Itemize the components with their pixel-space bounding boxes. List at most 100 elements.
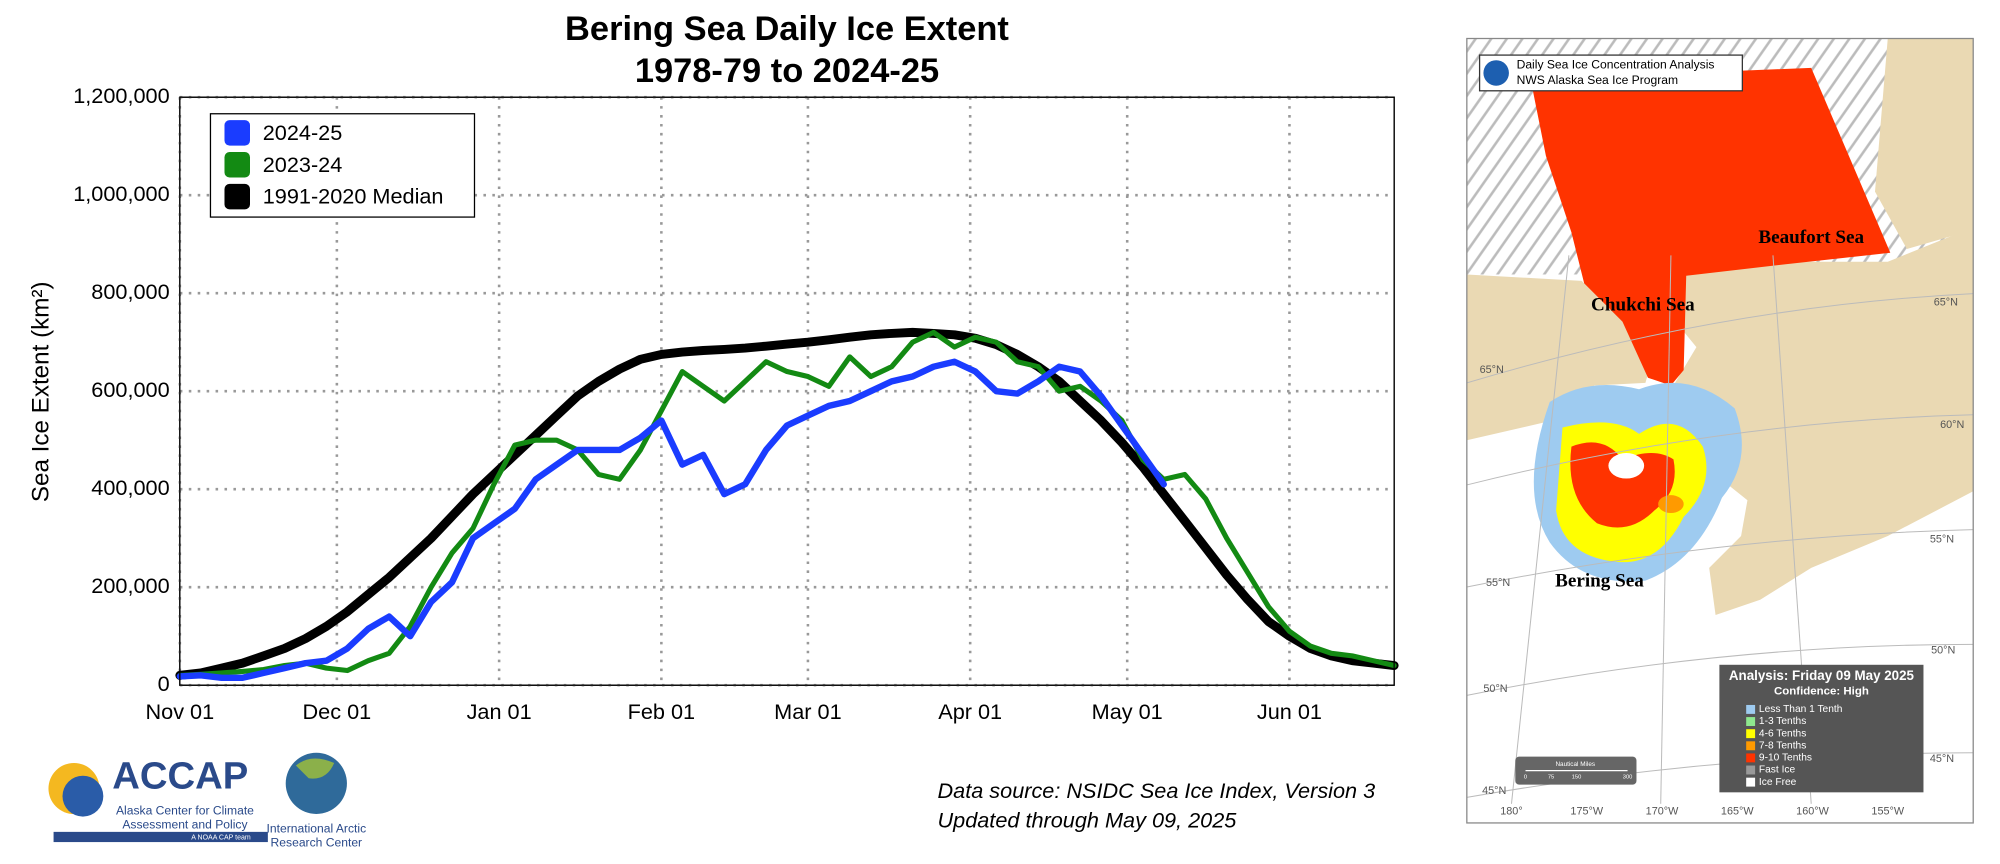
legend-label: 2023-24	[263, 152, 343, 177]
plot-area: 0 200,000 400,000 600,000 800,000 1,000,000 1,…	[73, 83, 1399, 724]
map-legend-swatch	[1746, 717, 1756, 727]
scale-label: 75	[1548, 775, 1554, 781]
logo-bar	[53, 831, 268, 843]
y-axis-label: Sea Ice Extent (km²)	[27, 281, 54, 502]
analysis-title: Analysis: Friday 09 May 2025	[1729, 668, 1915, 683]
sea-label: Bering Sea	[1555, 570, 1644, 591]
data-source: Data source: NSIDC Sea Ice Index, Versio…	[938, 778, 1376, 803]
graticule-line	[1466, 529, 1974, 588]
latitude-label: 60°N	[1940, 419, 1964, 431]
chart-title: Bering Sea Daily Ice Extent	[565, 10, 1009, 48]
scale-label: 0	[1524, 775, 1527, 781]
x-tick-label: Jan 01	[467, 699, 532, 724]
map-legend-swatch	[1746, 741, 1756, 751]
map-legend-swatch	[1746, 729, 1756, 739]
map-land	[1875, 38, 1974, 249]
logo-title: ACCAP	[112, 754, 248, 797]
y-tick-label: 400,000	[91, 475, 169, 500]
ice-area	[1570, 442, 1675, 528]
analysis-confidence: Confidence: High	[1774, 686, 1869, 698]
map-legend-label: Less Than 1 Tenth	[1759, 704, 1842, 715]
y-tick-label: 1,000,000	[73, 181, 169, 206]
noaa-logo	[1483, 60, 1509, 86]
map-frame	[1466, 37, 1974, 824]
legend-box	[209, 113, 476, 218]
x-tick-label: Dec 01	[303, 699, 372, 724]
legend: 2024-25 2023-24 1991-2020 Median	[209, 113, 476, 218]
logo-text: Alaska Center for Climate	[116, 804, 254, 818]
logo-text: Research Center	[271, 836, 363, 850]
longitude-label: 160°W	[1796, 805, 1829, 817]
longitude-label: 180°	[1500, 805, 1522, 817]
sea-label: Beaufort Sea	[1758, 227, 1864, 248]
map-legend-swatch	[1746, 765, 1756, 775]
scale-title: Nautical Miles	[1555, 761, 1595, 768]
longitude-label: 170°W	[1646, 805, 1679, 817]
longitude-label: 155°W	[1871, 805, 1904, 817]
x-tick-label: Mar 01	[774, 699, 841, 724]
updated-note: Updated through May 09, 2025	[938, 807, 1238, 832]
logo-snowflake	[62, 775, 104, 817]
logo-text: A NOAA CAP team	[191, 834, 251, 841]
map-legend-label: 4-6 Tenths	[1759, 728, 1806, 739]
longitude-label: 175°W	[1570, 805, 1603, 817]
map-header-box	[1478, 54, 1743, 92]
data-line	[177, 329, 1397, 678]
map-land	[1658, 227, 1974, 616]
y-tick-label: 0	[158, 671, 170, 696]
legend-label: 2024-25	[263, 120, 343, 145]
x-tick-label: Apr 01	[938, 699, 1002, 724]
latitude-label: 50°N	[1483, 683, 1507, 695]
ice-map: Daily Sea Ice Concentration Analysis NWS…	[1466, 37, 1974, 824]
logo-land	[295, 758, 335, 779]
legend-swatch	[224, 120, 250, 146]
graticule-line	[1466, 293, 1974, 384]
data-line	[175, 327, 1399, 680]
x-tick-label: Feb 01	[628, 699, 695, 724]
chart-subtitle: 1978-79 to 2024-25	[635, 52, 939, 90]
map-legend-label: 7-8 Tenths	[1759, 740, 1806, 751]
ice-sector	[1530, 67, 1891, 386]
legend-label: 1991-2020 Median	[263, 184, 444, 209]
ice-free-area	[1608, 453, 1645, 479]
x-tick-label: Nov 01	[146, 699, 215, 724]
longitude-label: 165°W	[1721, 805, 1754, 817]
latitude-label: 50°N	[1931, 645, 1955, 657]
latitude-label: 55°N	[1486, 577, 1510, 589]
logo-text: International Arctic	[267, 822, 367, 836]
latitude-label: 45°N	[1930, 753, 1954, 765]
map-land	[1466, 274, 1656, 441]
y-tick-label: 200,000	[91, 573, 169, 598]
map-header: Daily Sea Ice Concentration Analysis	[1517, 57, 1715, 71]
x-tick-label: May 01	[1092, 699, 1163, 724]
data-line	[176, 358, 1167, 681]
y-tick-label: 1,200,000	[73, 83, 169, 108]
map-header: NWS Alaska Sea Ice Program	[1517, 73, 1679, 87]
sea-label: Chukchi Sea	[1591, 295, 1695, 316]
graticule-line	[1466, 643, 1974, 696]
logo-text: Assessment and Policy	[122, 818, 248, 832]
scale-label: 300	[1623, 775, 1633, 781]
latitude-label: 45°N	[1482, 785, 1506, 797]
latitude-label: 55°N	[1930, 534, 1954, 546]
map-annotations: Analysis: Friday 09 May 2025 Confidence:…	[1480, 296, 1965, 817]
graticule-line	[1466, 414, 1974, 486]
map-legend-label: Ice Free	[1759, 777, 1797, 788]
y-tick-label: 600,000	[91, 377, 169, 402]
legend-swatch	[224, 152, 250, 178]
y-tick-label: 800,000	[91, 279, 169, 304]
map-legend-label: 1-3 Tenths	[1759, 716, 1806, 727]
accap-logo: ACCAP Alaska Center for Climate Assessme…	[48, 754, 268, 843]
scale-label: 150	[1572, 775, 1582, 781]
plot-border	[179, 96, 1395, 686]
map-legend-swatch	[1746, 753, 1756, 763]
graticule-line	[1510, 255, 1570, 804]
footer: Data source: NSIDC Sea Ice Index, Versio…	[48, 752, 1376, 850]
map-legend-swatch	[1746, 704, 1756, 714]
legend-swatch	[224, 183, 250, 210]
iarc-logo: International Arctic Research Center	[267, 752, 367, 850]
graticule-line	[1660, 255, 1672, 804]
map-legend-label: Fast Ice	[1759, 765, 1796, 776]
